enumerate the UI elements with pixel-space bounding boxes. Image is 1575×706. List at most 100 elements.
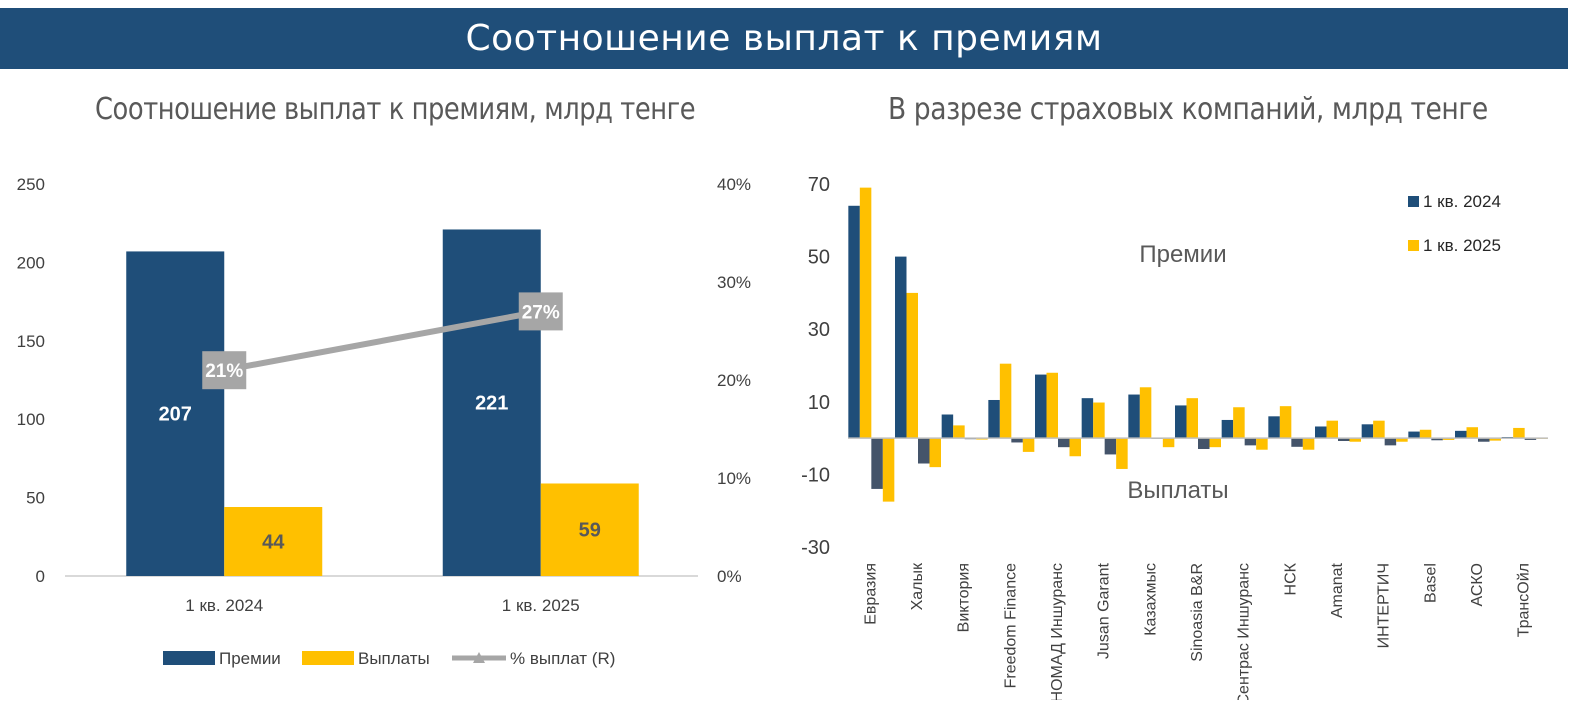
bar-payouts-2024	[1198, 438, 1210, 449]
x-axis-category-label: Евразия	[862, 563, 879, 625]
bar-payouts-2025	[882, 438, 895, 502]
legend-marker-ratio	[473, 652, 485, 663]
annotation-premiums: Премии	[1139, 241, 1226, 268]
bar-payouts-2025	[1116, 438, 1128, 469]
x-axis-category-label: ТрансОйл	[1516, 563, 1533, 637]
x-axis-category-label: Freedom Finance	[1002, 563, 1019, 688]
data-label-premiums: 221	[475, 393, 508, 415]
y2-axis-tick-label: 0%	[717, 567, 742, 586]
x-axis-category-label: НОМАД Иншуранс	[1049, 563, 1066, 700]
bar-payouts-2025	[1209, 438, 1221, 448]
legend-swatch-premiums	[163, 651, 215, 665]
bar-payouts-2024	[871, 438, 883, 489]
legend-swatch-2024	[1408, 196, 1419, 207]
bar-payouts-2025	[1349, 438, 1361, 442]
bar-premiums-2025	[1279, 406, 1292, 439]
bar-premiums-2025	[1373, 420, 1385, 439]
bar-payouts-2024	[1384, 438, 1397, 446]
left-chart: 0 50 100 150 200 250 0% 10% 20% 30% 40% 207 44 1 кв. …	[17, 175, 751, 668]
bar-premiums-2024	[1128, 394, 1140, 439]
y-axis-tick-label: 30	[808, 319, 830, 341]
x-axis-category-label: Виктория	[956, 563, 973, 632]
x-axis-category-label: 1 кв. 2024	[185, 596, 263, 615]
x-axis-category-label: Казахмыс	[1142, 563, 1159, 636]
bar-payouts-2025	[1489, 438, 1501, 441]
legend-label-ratio: % выплат (R)	[510, 649, 615, 668]
bar-payouts-2025	[1069, 438, 1081, 457]
y-axis-tick-label: 10	[808, 392, 830, 414]
bar-premiums-2024	[1081, 398, 1094, 439]
bar-premiums-2024	[1361, 424, 1374, 439]
bar-premiums-2024	[1315, 426, 1327, 439]
bar-payouts-2025	[1022, 438, 1035, 452]
x-axis-category-label: Халык	[909, 562, 926, 610]
bar-premiums	[442, 229, 541, 577]
y-axis-tick-label: -10	[801, 464, 830, 486]
x-axis-category-label: 1 кв. 2025	[502, 596, 580, 615]
bar-payouts-2024	[1058, 438, 1070, 448]
legend-swatch-payouts	[302, 651, 354, 665]
left-chart-title: Соотношение выплат к премиям, млрд тенге	[95, 92, 696, 127]
x-axis-category-label: ИНТЕРТИЧ	[1376, 563, 1393, 648]
y-axis-tick-label: -30	[801, 537, 830, 559]
x-axis-category-label: Sinoasia B&R	[1189, 563, 1206, 662]
bar-payouts-2025	[1442, 438, 1455, 440]
legend-label-2025: 1 кв. 2025	[1423, 236, 1501, 255]
y-axis-tick-label: 200	[17, 253, 45, 272]
bar-premiums-2024	[1175, 405, 1187, 439]
bar-payouts-2024	[1104, 438, 1117, 455]
x-axis-category-label: Basel	[1422, 563, 1439, 603]
x-axis-category-label: Jusan Garant	[1096, 562, 1113, 659]
y-axis-tick-label: 150	[17, 332, 45, 351]
bar-premiums-2025	[1046, 372, 1058, 439]
data-label-payouts: 44	[262, 532, 285, 554]
bar-premiums-2024	[1408, 431, 1420, 439]
bar-payouts	[224, 507, 323, 576]
bar-premiums-2024	[848, 205, 860, 439]
bar-premiums-2025	[999, 363, 1012, 439]
y-axis-tick-label: 50	[26, 489, 45, 508]
y-axis-tick-label: 100	[17, 410, 45, 429]
bar-premiums-2024	[1221, 419, 1234, 439]
bar-premiums-2025	[1093, 402, 1105, 439]
bar-premiums-2025	[1326, 420, 1338, 439]
y-axis-tick-label: 0	[36, 567, 45, 586]
bar-premiums-2024	[1035, 374, 1047, 439]
y2-axis-tick-label: 40%	[717, 175, 751, 194]
right-chart-title: В разрезе страховых компаний, млрд тенге	[888, 92, 1488, 127]
bar-premiums-2025	[1419, 429, 1432, 439]
bar-payouts-2024	[1011, 438, 1023, 443]
bar-payouts-2024	[1291, 438, 1303, 447]
bar-premiums	[126, 251, 225, 576]
page-header-banner: Соотношение выплат к премиям	[0, 8, 1568, 69]
legend-label-payouts: Выплаты	[358, 649, 430, 668]
y2-axis-tick-label: 10%	[717, 469, 751, 488]
bar-payouts-2024	[1478, 438, 1490, 442]
y2-axis-tick-label: 30%	[717, 273, 751, 292]
data-label-ratio: 27%	[522, 302, 560, 323]
x-axis-category-label: Amanat	[1329, 562, 1346, 618]
bar-payouts-2025	[929, 438, 941, 468]
bar-premiums-2025	[859, 187, 872, 439]
bar-payouts-2025	[1302, 438, 1315, 450]
x-axis-category-label: АСКО	[1469, 563, 1486, 606]
legend-label-2024: 1 кв. 2024	[1423, 192, 1501, 211]
data-label-payouts: 59	[579, 520, 601, 542]
legend-swatch-2025	[1408, 240, 1419, 251]
x-axis-category-label: НСК	[1282, 562, 1299, 595]
page-title: Соотношение выплат к премиям	[465, 18, 1103, 59]
bar-payouts	[540, 483, 639, 576]
bar-payouts-2024	[1244, 438, 1257, 446]
y-axis-tick-label: 50	[808, 247, 830, 269]
y2-axis-tick-label: 20%	[717, 371, 751, 390]
data-label-ratio: 21%	[205, 361, 243, 382]
bar-premiums-2025	[1233, 407, 1245, 439]
bar-premiums-2025	[1466, 427, 1478, 439]
bar-payouts-2024	[1431, 438, 1443, 441]
y-axis-tick-label: 70	[808, 174, 830, 196]
bar-premiums-2025	[1139, 387, 1152, 439]
data-label-premiums: 207	[159, 404, 192, 426]
bar-payouts-2024	[1338, 438, 1350, 442]
x-axis-category-label: Сентрас Иншуранс	[1236, 563, 1253, 700]
bar-payouts-2025	[1162, 438, 1175, 448]
